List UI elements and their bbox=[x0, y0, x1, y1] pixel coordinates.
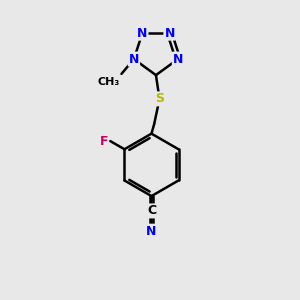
Text: N: N bbox=[173, 52, 183, 66]
Text: N: N bbox=[137, 27, 148, 40]
Text: C: C bbox=[147, 204, 156, 218]
Text: N: N bbox=[146, 225, 157, 238]
Text: N: N bbox=[164, 27, 175, 40]
Text: CH₃: CH₃ bbox=[98, 77, 120, 87]
Text: S: S bbox=[155, 92, 164, 105]
Text: F: F bbox=[99, 135, 108, 148]
Text: N: N bbox=[129, 52, 139, 66]
